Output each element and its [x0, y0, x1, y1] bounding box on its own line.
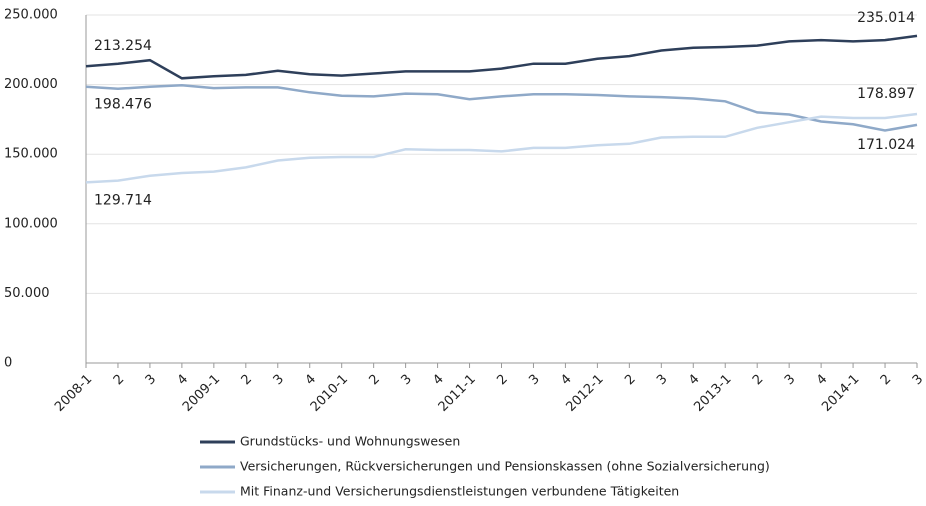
legend-label: Mit Finanz-und Versicherungsdienstleistu…: [240, 484, 679, 499]
y-tick-label: 0: [4, 356, 12, 371]
y-tick-label: 50.000: [4, 286, 50, 301]
x-tick-label: 4: [558, 372, 574, 388]
data-label: 178.897: [857, 86, 915, 102]
series-line: [85, 112, 918, 184]
x-tick-label: 2: [111, 372, 127, 388]
legend-label: Grundstücks- und Wohnungswesen: [240, 434, 460, 449]
x-tick-label: 3: [654, 372, 670, 388]
x-tick-label: 2: [878, 372, 894, 388]
data-label: 129.714: [94, 192, 152, 208]
y-tick-label: 100.000: [4, 216, 58, 231]
x-tick-label: 4: [175, 372, 191, 388]
x-tick-label: 2: [750, 372, 766, 388]
y-tick-label: 250.000: [4, 8, 58, 23]
x-tick-label: 3: [910, 372, 926, 388]
data-label: 198.476: [94, 97, 152, 113]
x-tick-label: 3: [143, 372, 159, 388]
data-label: 235.014: [857, 10, 915, 26]
x-tick-label: 2008-1: [52, 372, 95, 415]
series-line: [85, 84, 918, 132]
x-tick-label: 2: [239, 372, 255, 388]
data-label: 213.254: [94, 38, 152, 54]
legend-label: Versicherungen, Rückversicherungen und P…: [240, 459, 770, 474]
x-tick-label: 3: [271, 372, 287, 388]
x-tick-label: 4: [814, 372, 830, 388]
x-tick-label: 4: [686, 372, 702, 388]
x-tick-label: 4: [430, 372, 446, 388]
data-label: 171.024: [857, 137, 915, 153]
x-tick-label: 3: [398, 372, 414, 388]
x-tick-label: 2: [366, 372, 382, 388]
x-tick-label: 3: [782, 372, 798, 388]
series-line: [85, 34, 918, 80]
x-tick-label: 2: [494, 372, 510, 388]
x-tick-label: 2: [622, 372, 638, 388]
y-tick-label: 200.000: [4, 77, 58, 92]
x-tick-label: 3: [526, 372, 542, 388]
x-tick-label: 4: [303, 372, 319, 388]
y-tick-label: 150.000: [4, 147, 58, 162]
